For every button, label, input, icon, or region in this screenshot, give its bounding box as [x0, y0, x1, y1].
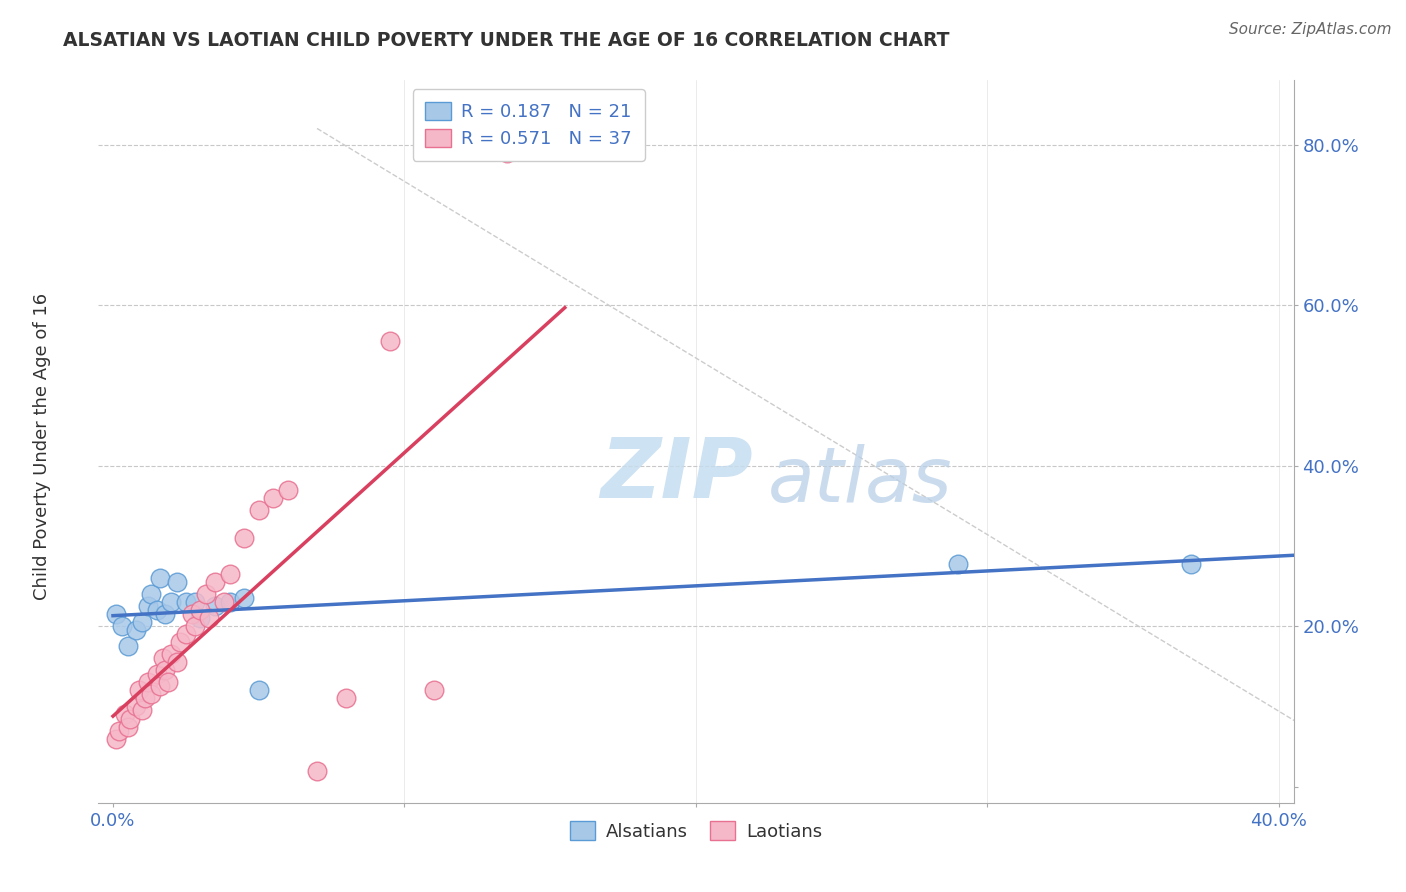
Point	[233, 591, 256, 606]
Point	[134, 691, 156, 706]
Point	[117, 639, 139, 653]
Legend: Alsatians, Laotians: Alsatians, Laotians	[562, 814, 830, 848]
Point	[183, 595, 205, 609]
Point	[104, 607, 127, 621]
Point	[128, 683, 150, 698]
Text: Source: ZipAtlas.com: Source: ZipAtlas.com	[1229, 22, 1392, 37]
Text: atlas: atlas	[768, 444, 952, 518]
Point	[180, 607, 202, 621]
Point	[155, 664, 177, 678]
Point	[139, 687, 162, 701]
Point	[125, 623, 148, 637]
Point	[169, 635, 191, 649]
Point	[160, 648, 183, 662]
Point	[166, 574, 188, 589]
Point	[136, 599, 159, 614]
Point	[174, 595, 197, 609]
Point	[195, 587, 218, 601]
Point	[117, 719, 139, 733]
Point	[1180, 557, 1202, 571]
Point	[305, 764, 328, 778]
Point	[247, 502, 270, 516]
Point	[183, 619, 205, 633]
Point	[152, 651, 174, 665]
Point	[149, 571, 172, 585]
Point	[204, 574, 226, 589]
Point	[108, 723, 131, 738]
Text: Child Poverty Under the Age of 16: Child Poverty Under the Age of 16	[34, 293, 51, 599]
Point	[125, 699, 148, 714]
Point	[131, 703, 153, 717]
Point	[155, 607, 177, 621]
Point	[378, 334, 401, 348]
Point	[160, 595, 183, 609]
Point	[422, 683, 444, 698]
Point	[136, 675, 159, 690]
Point	[166, 655, 188, 669]
Point	[233, 531, 256, 545]
Text: ALSATIAN VS LAOTIAN CHILD POVERTY UNDER THE AGE OF 16 CORRELATION CHART: ALSATIAN VS LAOTIAN CHILD POVERTY UNDER …	[63, 31, 950, 50]
Point	[218, 567, 240, 582]
Point	[262, 491, 284, 505]
Point	[335, 691, 357, 706]
Point	[111, 619, 134, 633]
Point	[198, 611, 221, 625]
Text: ZIP: ZIP	[600, 434, 754, 515]
Point	[218, 595, 240, 609]
Point	[212, 595, 235, 609]
Point	[157, 675, 180, 690]
Point	[190, 611, 212, 625]
Point	[131, 615, 153, 630]
Point	[495, 145, 517, 160]
Point	[120, 712, 142, 726]
Point	[145, 667, 167, 681]
Point	[104, 731, 127, 746]
Point	[139, 587, 162, 601]
Point	[204, 599, 226, 614]
Point	[190, 603, 212, 617]
Point	[948, 557, 970, 571]
Point	[145, 603, 167, 617]
Point	[149, 680, 172, 694]
Point	[247, 683, 270, 698]
Point	[174, 627, 197, 641]
Point	[277, 483, 299, 497]
Point	[114, 707, 136, 722]
